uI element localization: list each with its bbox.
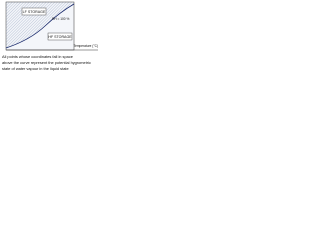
region-label: LF STORAGE xyxy=(23,10,46,14)
caption-line: state of water vapour in the liquid stat… xyxy=(2,66,69,71)
saturation-curve xyxy=(5,3,75,49)
caption-line: All points whose coordinates fall in spa… xyxy=(2,54,73,59)
curve-label: RH = 100 % xyxy=(52,17,69,21)
region-label: HF STORAGE xyxy=(48,35,72,39)
figure: LF STORAGE HF STORAGE RH = 100 % Tempera… xyxy=(2,1,98,71)
label-box xyxy=(21,7,47,16)
caption-line: above the curve represent the potential … xyxy=(2,60,91,65)
label-box xyxy=(47,32,73,41)
x-axis-label: Temperature (°C) xyxy=(74,44,98,48)
